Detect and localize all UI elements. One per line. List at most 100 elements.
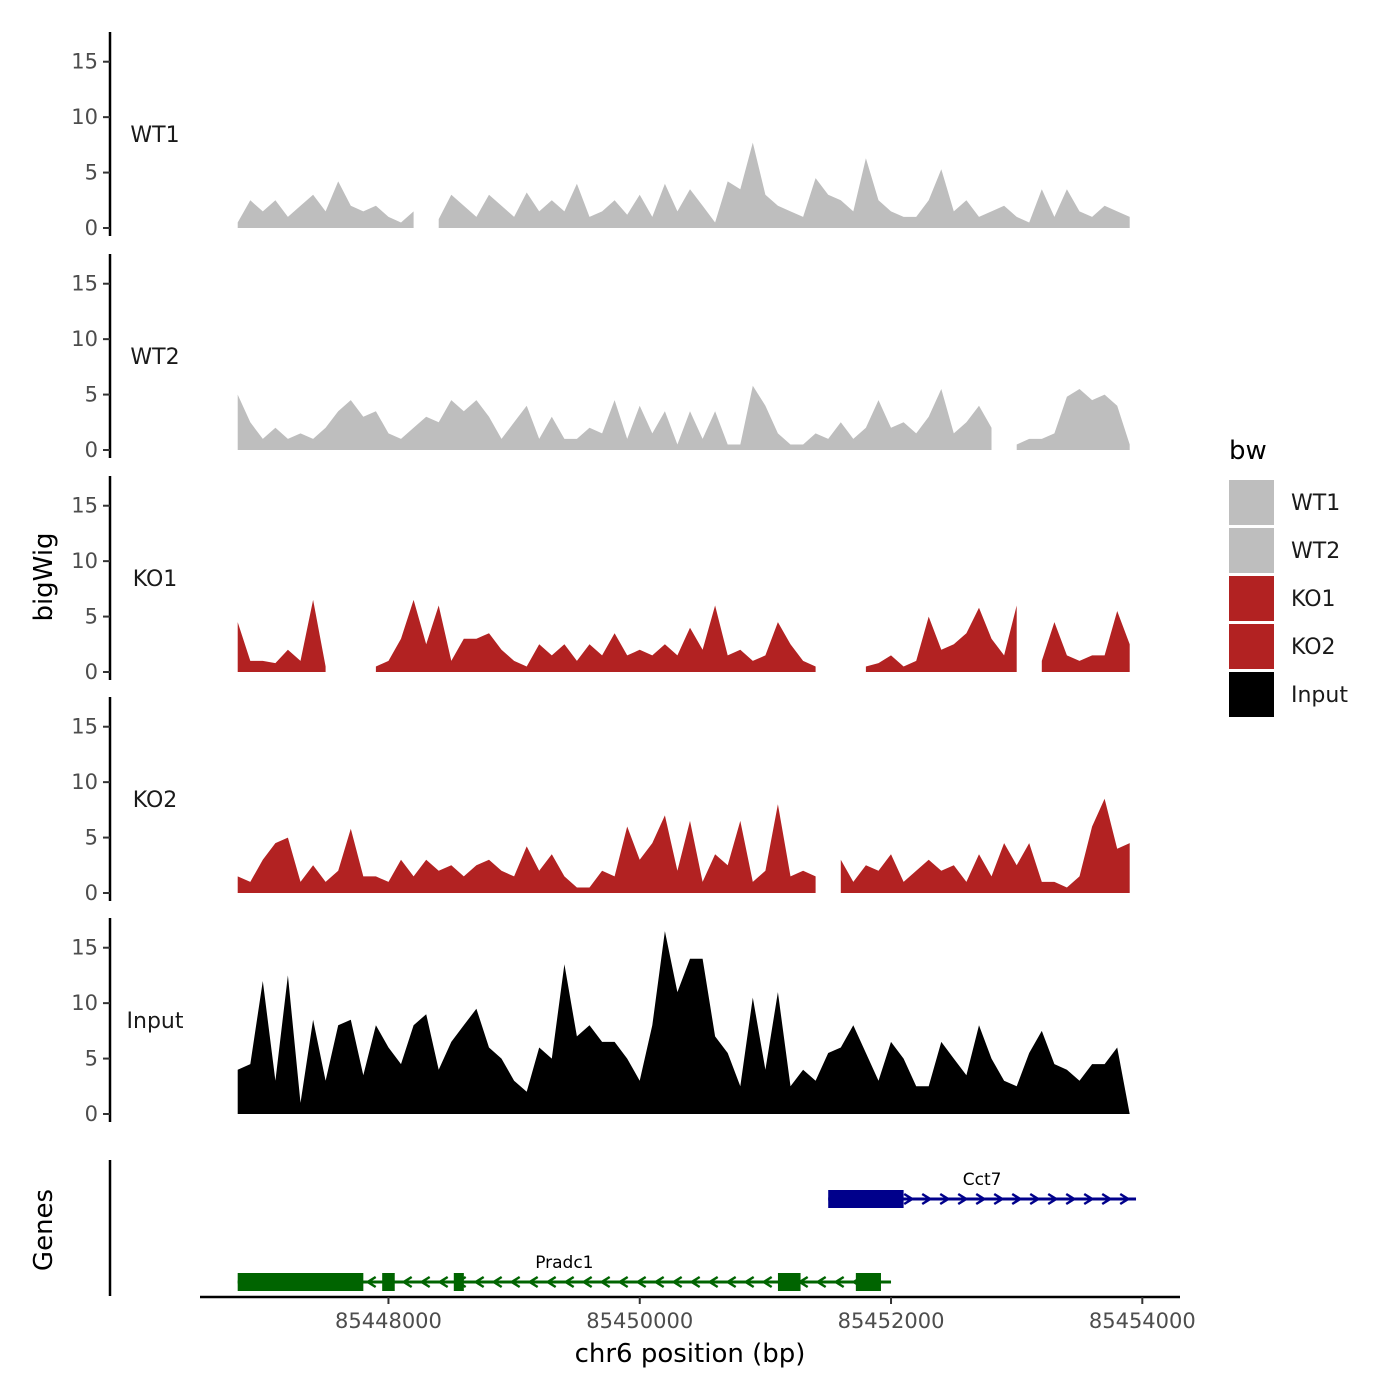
coverage-area (438, 142, 1130, 228)
y-tick-label: 0 (85, 660, 98, 684)
y-tick-label: 0 (85, 881, 98, 905)
track-label: WT2 (130, 345, 179, 370)
exon (453, 1273, 464, 1291)
x-tick-label: 85450000 (586, 1309, 693, 1333)
strand-arrow (599, 1275, 611, 1289)
y-tick-label: 10 (71, 327, 98, 351)
genes-axis-title: Genes (29, 1189, 59, 1271)
legend-label: WT1 (1291, 491, 1340, 516)
legend-key-ko2 (1229, 624, 1274, 669)
y-axis-title: bigWig (29, 532, 59, 621)
strand-arrow (815, 1275, 827, 1289)
track-label: Input (127, 1009, 184, 1034)
x-tick-label: 85448000 (335, 1309, 442, 1333)
genes-layer: Cct7 Pradc1 (108, 1160, 1137, 1296)
exon (777, 1273, 801, 1291)
strand-arrow (545, 1275, 557, 1289)
x-tick-label: 85452000 (838, 1309, 945, 1333)
strand-arrow (1119, 1192, 1131, 1206)
gene-label: Pradc1 (535, 1253, 593, 1273)
track-label: KO1 (133, 567, 178, 592)
track-panel-wt2: 0 5 10 15 WT2 (71, 254, 1130, 462)
y-tick-label: 10 (71, 770, 98, 794)
strand-arrow (473, 1275, 485, 1289)
coverage-area (840, 798, 1130, 893)
strand-arrow (671, 1275, 683, 1289)
coverage-area (237, 931, 1130, 1114)
y-tick-label: 5 (85, 161, 98, 185)
strand-arrow (527, 1275, 539, 1289)
y-tick-label: 10 (71, 991, 98, 1015)
track-panel-ko1: 0 5 10 15 KO1 (71, 476, 1130, 684)
legend-label: KO2 (1291, 635, 1336, 660)
legend-key-wt2 (1229, 528, 1274, 573)
y-tick-label: 15 (71, 50, 98, 74)
coverage-area (865, 605, 1017, 672)
strand-arrow (689, 1275, 701, 1289)
x-axis-title: chr6 position (bp) (575, 1339, 806, 1369)
strand-arrow (365, 1275, 377, 1289)
y-tick-label: 15 (71, 715, 98, 739)
strand-arrow (903, 1192, 915, 1206)
strand-arrow (725, 1275, 737, 1289)
strand-arrow (1083, 1192, 1095, 1206)
exon (382, 1273, 395, 1291)
strand-arrow (1101, 1192, 1113, 1206)
strand-arrow (957, 1192, 969, 1206)
gene-label: Cct7 (963, 1170, 1002, 1190)
strand-arrow (993, 1192, 1005, 1206)
strand-arrow (1047, 1192, 1059, 1206)
legend-key-ko1 (1229, 576, 1274, 621)
strand-arrow (1065, 1192, 1077, 1206)
gene-pradc1: Pradc1 (237, 1253, 892, 1291)
legend-label: Input (1291, 683, 1348, 708)
coverage-area (237, 599, 326, 672)
y-tick-label: 15 (71, 272, 98, 296)
coverage-area (237, 385, 992, 450)
strand-arrow (975, 1192, 987, 1206)
strand-arrow (653, 1275, 665, 1289)
y-tick-label: 5 (85, 605, 98, 629)
strand-arrow (563, 1275, 575, 1289)
y-tick-label: 10 (71, 549, 98, 573)
track-label: WT1 (130, 123, 179, 148)
exon (828, 1190, 904, 1208)
track-panel-wt1: 0 5 10 15 WT1 (71, 32, 1130, 240)
strand-arrow (401, 1275, 413, 1289)
legend-key-input (1229, 672, 1274, 717)
strand-arrow (419, 1275, 431, 1289)
strand-arrow (761, 1275, 773, 1289)
exon (237, 1273, 364, 1291)
legend: bw WT1 WT2 KO1 KO2 Input (1229, 436, 1348, 717)
legend-label: KO1 (1291, 587, 1336, 612)
strand-arrow (581, 1275, 593, 1289)
y-tick-label: 5 (85, 383, 98, 407)
track-label: KO2 (133, 788, 178, 813)
gene-cct7: Cct7 (828, 1170, 1137, 1208)
strand-arrow (939, 1192, 951, 1206)
y-tick-label: 0 (85, 1102, 98, 1126)
y-tick-label: 0 (85, 438, 98, 462)
coverage-area (237, 181, 414, 228)
legend-title: bw (1229, 436, 1267, 466)
strand-arrow (1011, 1192, 1023, 1206)
strand-arrow (509, 1275, 521, 1289)
track-panel-input: 0 5 10 15 Input (71, 918, 1130, 1126)
x-tick-label: 85454000 (1089, 1309, 1196, 1333)
legend-key-wt1 (1229, 480, 1274, 525)
strand-arrow (617, 1275, 629, 1289)
coverage-area (237, 804, 816, 893)
y-tick-label: 0 (85, 216, 98, 240)
y-tick-label: 5 (85, 1047, 98, 1071)
y-tick-label: 15 (71, 494, 98, 518)
strand-arrow (743, 1275, 755, 1289)
strand-arrow (921, 1192, 933, 1206)
y-tick-label: 10 (71, 105, 98, 129)
legend-label: WT2 (1291, 539, 1340, 564)
strand-arrow (437, 1275, 449, 1289)
strand-arrow (707, 1275, 719, 1289)
coverage-area (1016, 389, 1130, 450)
x-axis: 85448000 85450000 85452000 85454000 (200, 1295, 1196, 1333)
track-panel-ko2: 0 5 10 15 KO2 (71, 697, 1130, 905)
